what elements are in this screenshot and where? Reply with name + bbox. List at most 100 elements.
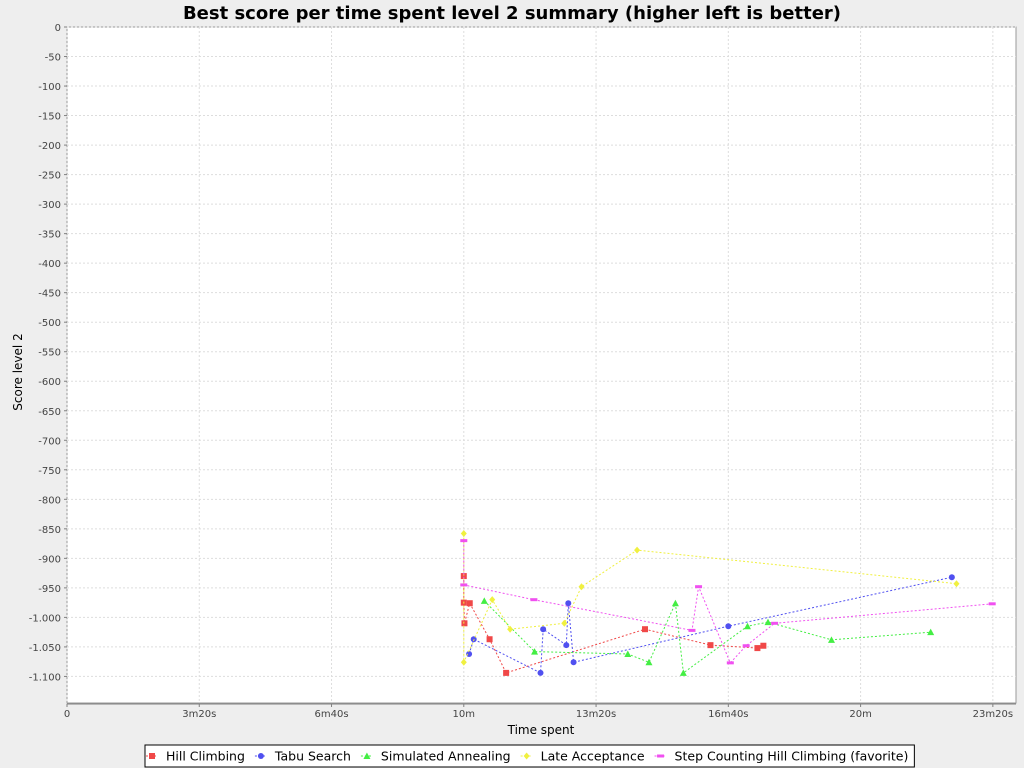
x-tick-label: 10m <box>453 709 475 720</box>
series-layer <box>460 530 996 676</box>
y-tick-label: -300 <box>38 200 61 211</box>
data-point <box>507 625 514 633</box>
data-point <box>707 642 714 649</box>
y-tick-label: -800 <box>38 495 61 506</box>
series-4 <box>460 539 996 665</box>
data-point <box>530 598 538 602</box>
series-2 <box>480 597 935 676</box>
y-tick-label: 0 <box>55 23 61 34</box>
x-tick-label: 23m20s <box>973 709 1013 720</box>
legend-label: Tabu Search <box>274 749 351 764</box>
data-point <box>460 530 467 538</box>
data-point <box>695 585 703 589</box>
data-point <box>561 619 568 627</box>
y-axis-ticks: 0 -50 -100 -150 -200 -250 -300 -350 -400 -450 -500… <box>29 23 67 683</box>
y-tick-label: -1.100 <box>29 672 61 683</box>
chart-title: Best score per time spent level 2 summar… <box>183 3 841 24</box>
x-axis-label: Time spent <box>507 723 575 737</box>
data-point <box>570 659 577 666</box>
y-tick-label: -750 <box>38 466 61 477</box>
data-point <box>742 644 750 648</box>
data-point <box>948 574 955 581</box>
data-point <box>726 661 734 665</box>
y-tick-label: -850 <box>38 525 61 536</box>
y-tick-label: -950 <box>38 584 61 595</box>
legend-marker <box>149 753 155 759</box>
y-tick-label: -550 <box>38 348 61 359</box>
data-point <box>725 623 732 630</box>
legend-item: Simulated Annealing <box>360 749 511 764</box>
legend-label: Late Acceptance <box>541 749 645 764</box>
data-point <box>461 620 468 627</box>
series-3 <box>460 530 960 666</box>
data-point <box>688 628 696 632</box>
x-tick-label: 3m20s <box>182 709 216 720</box>
series-1 <box>466 574 955 676</box>
data-point <box>760 642 767 649</box>
data-point <box>540 626 547 633</box>
y-tick-label: -1.050 <box>29 643 61 654</box>
data-point <box>754 645 761 652</box>
data-point <box>460 583 468 587</box>
data-point <box>466 600 473 607</box>
y-tick-label: -50 <box>45 53 61 64</box>
x-axis-ticks: 0 3m20s 6m40s 10m 13m20s 16m40s 20m 23m20s <box>64 704 1013 720</box>
plot-area <box>66 26 1017 704</box>
legend-item: Hill Climbing <box>146 749 245 764</box>
y-tick-label: -600 <box>38 377 61 388</box>
legend-label: Step Counting Hill Climbing (favorite) <box>675 749 909 764</box>
data-point <box>563 642 570 649</box>
y-tick-label: -650 <box>38 407 61 418</box>
data-point <box>988 602 996 606</box>
data-point <box>565 600 572 607</box>
data-point <box>531 648 539 655</box>
legend-label: Simulated Annealing <box>381 749 511 764</box>
legend-item: Late Acceptance <box>520 749 645 764</box>
y-tick-label: -150 <box>38 112 61 123</box>
data-point <box>460 573 467 580</box>
legend-label: Hill Climbing <box>166 749 245 764</box>
data-point <box>827 636 835 643</box>
y-tick-label: -250 <box>38 171 61 182</box>
x-tick-label: 20m <box>849 709 871 720</box>
data-point <box>489 596 496 604</box>
data-point <box>679 669 687 676</box>
x-tick-label: 13m20s <box>576 709 616 720</box>
series-line <box>463 533 957 663</box>
y-tick-label: -200 <box>38 141 61 152</box>
data-point <box>764 618 772 626</box>
legend-marker <box>657 754 665 758</box>
legend-item: Step Counting Hill Climbing (favorite) <box>654 749 909 764</box>
data-point <box>645 658 653 666</box>
data-point <box>460 658 467 666</box>
data-point <box>466 650 473 657</box>
legend-marker <box>363 752 371 759</box>
data-point <box>624 650 632 657</box>
y-tick-label: -900 <box>38 554 61 565</box>
series-line <box>463 576 764 674</box>
y-tick-label: -400 <box>38 259 61 270</box>
data-point <box>578 583 585 591</box>
data-point <box>771 621 779 625</box>
y-tick-label: -350 <box>38 230 61 241</box>
legend: Hill Climbing Tabu Search Simulated Anneal… <box>144 744 915 768</box>
data-point <box>641 626 648 633</box>
legend-marker <box>257 753 264 759</box>
grid-lines <box>66 26 1016 703</box>
x-tick-label: 6m40s <box>315 709 349 720</box>
data-point <box>671 599 679 607</box>
data-point <box>460 539 468 543</box>
y-tick-label: -100 <box>38 82 61 93</box>
series-line <box>468 576 953 674</box>
data-point <box>480 597 488 604</box>
y-tick-label: -700 <box>38 436 61 447</box>
y-axis-label: Score level 2 <box>11 333 25 410</box>
data-point <box>953 580 960 588</box>
y-tick-label: -1.000 <box>29 613 61 624</box>
legend-item: Tabu Search <box>254 749 351 764</box>
data-point <box>744 622 752 630</box>
data-point <box>927 628 935 636</box>
y-tick-label: -450 <box>38 289 61 300</box>
legend-marker <box>523 752 530 760</box>
